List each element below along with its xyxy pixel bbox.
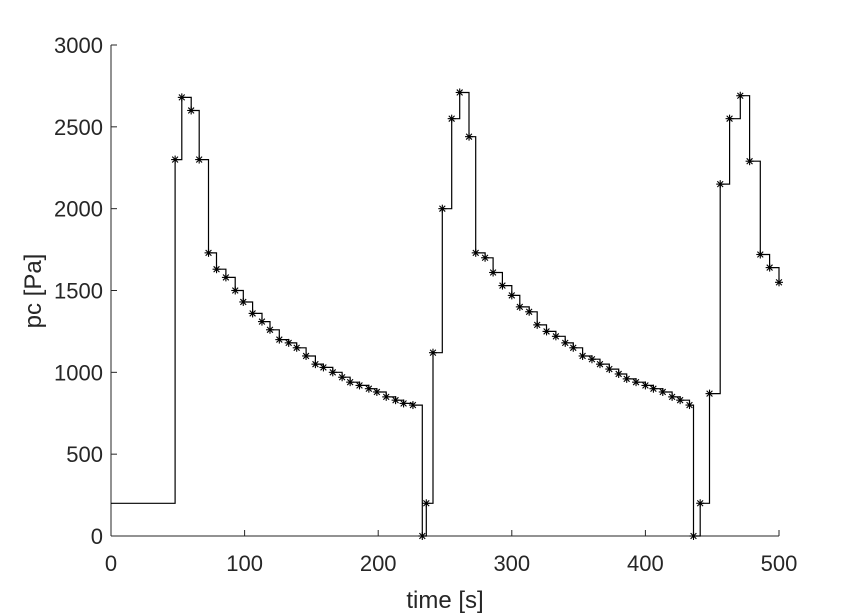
data-point	[569, 343, 578, 352]
y-tick-label: 0	[91, 524, 103, 549]
y-tick-label: 1000	[54, 360, 103, 385]
plot-area	[111, 88, 783, 540]
data-point	[736, 91, 745, 100]
data-point	[533, 320, 542, 329]
y-tick-label: 500	[66, 442, 103, 467]
data-point	[745, 157, 754, 166]
data-point	[525, 307, 534, 316]
axes	[110, 45, 779, 537]
data-point	[422, 499, 431, 508]
data-point	[231, 286, 240, 295]
data-point	[542, 327, 551, 336]
x-tick-label: 0	[105, 551, 117, 576]
y-tick-label: 3000	[54, 33, 103, 58]
data-point	[195, 155, 204, 164]
data-point	[649, 384, 658, 393]
data-point	[364, 384, 373, 393]
data-point	[239, 297, 248, 306]
x-axis-title: time [s]	[406, 587, 483, 614]
y-tick-label: 2000	[54, 197, 103, 222]
x-tick-label: 400	[627, 551, 664, 576]
data-point	[284, 338, 293, 347]
data-point	[248, 309, 257, 318]
data-point	[705, 389, 714, 398]
data-point	[775, 278, 783, 287]
data-point	[668, 392, 677, 401]
data-point	[265, 325, 274, 334]
data-point	[622, 374, 631, 383]
x-tick-label: 200	[360, 551, 397, 576]
data-point	[716, 180, 725, 189]
data-point	[408, 401, 417, 410]
data-point	[481, 253, 490, 262]
series-line	[111, 91, 780, 537]
data-point	[292, 343, 301, 352]
data-point	[455, 88, 464, 97]
data-point	[498, 281, 507, 290]
data-point	[507, 291, 516, 300]
data-point	[302, 351, 311, 360]
data-point	[338, 373, 347, 382]
data-point	[561, 338, 570, 347]
data-point	[676, 396, 685, 405]
data-point	[605, 365, 614, 374]
data-point	[311, 360, 320, 369]
data-point	[614, 369, 623, 378]
data-point	[418, 532, 427, 540]
y-ticks: 0 500 1000 1500 2000 2500 3000	[54, 33, 117, 549]
y-axis-title: pc [Pa]	[20, 254, 47, 329]
x-tick-label: 300	[493, 551, 530, 576]
data-point	[257, 317, 266, 326]
data-point	[177, 93, 186, 102]
data-point	[275, 335, 284, 344]
data-point	[428, 348, 437, 357]
data-point	[187, 106, 196, 115]
data-point	[641, 381, 650, 390]
data-point	[551, 332, 560, 341]
y-tick-label: 2500	[54, 115, 103, 140]
data-point	[578, 351, 587, 360]
data-point	[489, 268, 498, 277]
data-point	[632, 378, 641, 387]
data-point	[346, 378, 355, 387]
data-point	[355, 381, 364, 390]
data-point	[382, 392, 391, 401]
data-point	[765, 263, 774, 272]
x-ticks: 0 100 200 300 400 500	[105, 530, 797, 576]
data-point	[391, 396, 400, 405]
data-point	[689, 532, 698, 540]
data-point	[328, 368, 337, 377]
data-point	[658, 387, 667, 396]
data-point	[471, 248, 480, 257]
y-tick-label: 1500	[54, 279, 103, 304]
data-point	[319, 363, 328, 372]
data-point	[756, 250, 765, 259]
data-point	[171, 155, 180, 164]
data-point	[447, 114, 456, 123]
data-point	[221, 273, 230, 282]
data-point	[438, 204, 447, 213]
data-point	[212, 265, 221, 274]
data-point	[465, 132, 474, 141]
x-tick-label: 500	[761, 551, 798, 576]
data-point	[685, 401, 694, 410]
data-point	[204, 248, 213, 257]
x-tick-label: 100	[226, 551, 263, 576]
data-point	[399, 399, 408, 408]
data-point	[725, 114, 734, 123]
data-point	[515, 302, 524, 311]
data-point	[595, 360, 604, 369]
data-point	[372, 387, 381, 396]
data-point	[587, 355, 596, 364]
data-point	[696, 499, 705, 508]
